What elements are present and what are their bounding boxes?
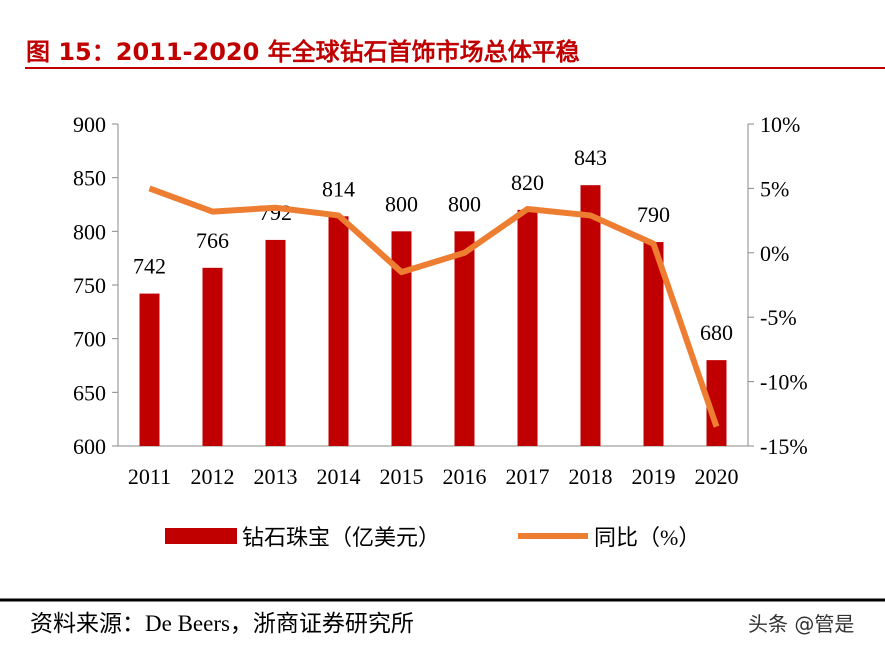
yoy-line — [148, 185, 720, 428]
right-tick-label: -15% — [760, 434, 808, 459]
x-tick-label: 2012 — [191, 464, 235, 489]
bar-2012 — [202, 267, 223, 446]
x-tick-label: 2018 — [569, 464, 613, 489]
bar-2011 — [139, 293, 160, 446]
x-tick-label: 2011 — [128, 464, 171, 489]
bar-2020 — [706, 360, 727, 446]
bar-2014 — [328, 216, 349, 446]
x-tick-label: 2019 — [632, 464, 676, 489]
source-note: 资料来源：De Beers，浙商证券研究所 — [30, 611, 414, 636]
x-tick-label: 2013 — [254, 464, 298, 489]
x-tick-label: 2016 — [443, 464, 487, 489]
x-tick-label: 2017 — [506, 464, 550, 489]
bar-2015 — [391, 231, 412, 446]
bar-data-label: 742 — [133, 254, 166, 279]
right-tick-label: -10% — [760, 370, 808, 395]
right-tick-label: 10% — [760, 112, 800, 137]
bar-data-label: 800 — [448, 191, 481, 216]
left-tick-label: 650 — [73, 380, 106, 405]
bar-2016 — [454, 231, 475, 446]
bar-data-label: 843 — [574, 145, 607, 170]
bar-data-label: 790 — [637, 202, 670, 227]
legend-line-label: 同比（%） — [594, 525, 700, 550]
x-tick-label: 2014 — [317, 464, 361, 489]
left-tick-label: 850 — [73, 166, 106, 191]
right-tick-label: 5% — [760, 176, 789, 201]
right-tick-label: 0% — [760, 241, 789, 266]
watermark: 头条 @管是 — [748, 612, 855, 636]
left-tick-label: 700 — [73, 327, 106, 352]
bar-data-label: 814 — [322, 176, 355, 201]
left-tick-label: 750 — [73, 273, 106, 298]
legend-bar-label: 钻石珠宝（亿美元） — [242, 525, 440, 550]
bar-data-label: 800 — [385, 191, 418, 216]
left-tick-label: 900 — [73, 112, 106, 137]
bar-2017 — [517, 209, 538, 446]
figure-title: 图 15：2011-2020 年全球钻石首饰市场总体平稳 — [26, 38, 580, 66]
legend: 钻石珠宝（亿美元） 同比（%） — [165, 525, 700, 550]
bar-data-label: 820 — [511, 170, 544, 195]
bar-2019 — [643, 242, 664, 446]
bar-2013 — [265, 239, 286, 446]
bar-data-label: 680 — [700, 320, 733, 345]
left-tick-label: 800 — [73, 219, 106, 244]
bar-data-label: 792 — [259, 200, 292, 225]
bar-data-label: 766 — [196, 228, 229, 253]
legend-bar-swatch — [165, 528, 237, 544]
bar-2018 — [580, 185, 601, 446]
right-tick-label: -5% — [760, 305, 797, 330]
x-tick-label: 2020 — [695, 464, 739, 489]
x-tick-label: 2015 — [380, 464, 424, 489]
left-tick-label: 600 — [73, 434, 106, 459]
